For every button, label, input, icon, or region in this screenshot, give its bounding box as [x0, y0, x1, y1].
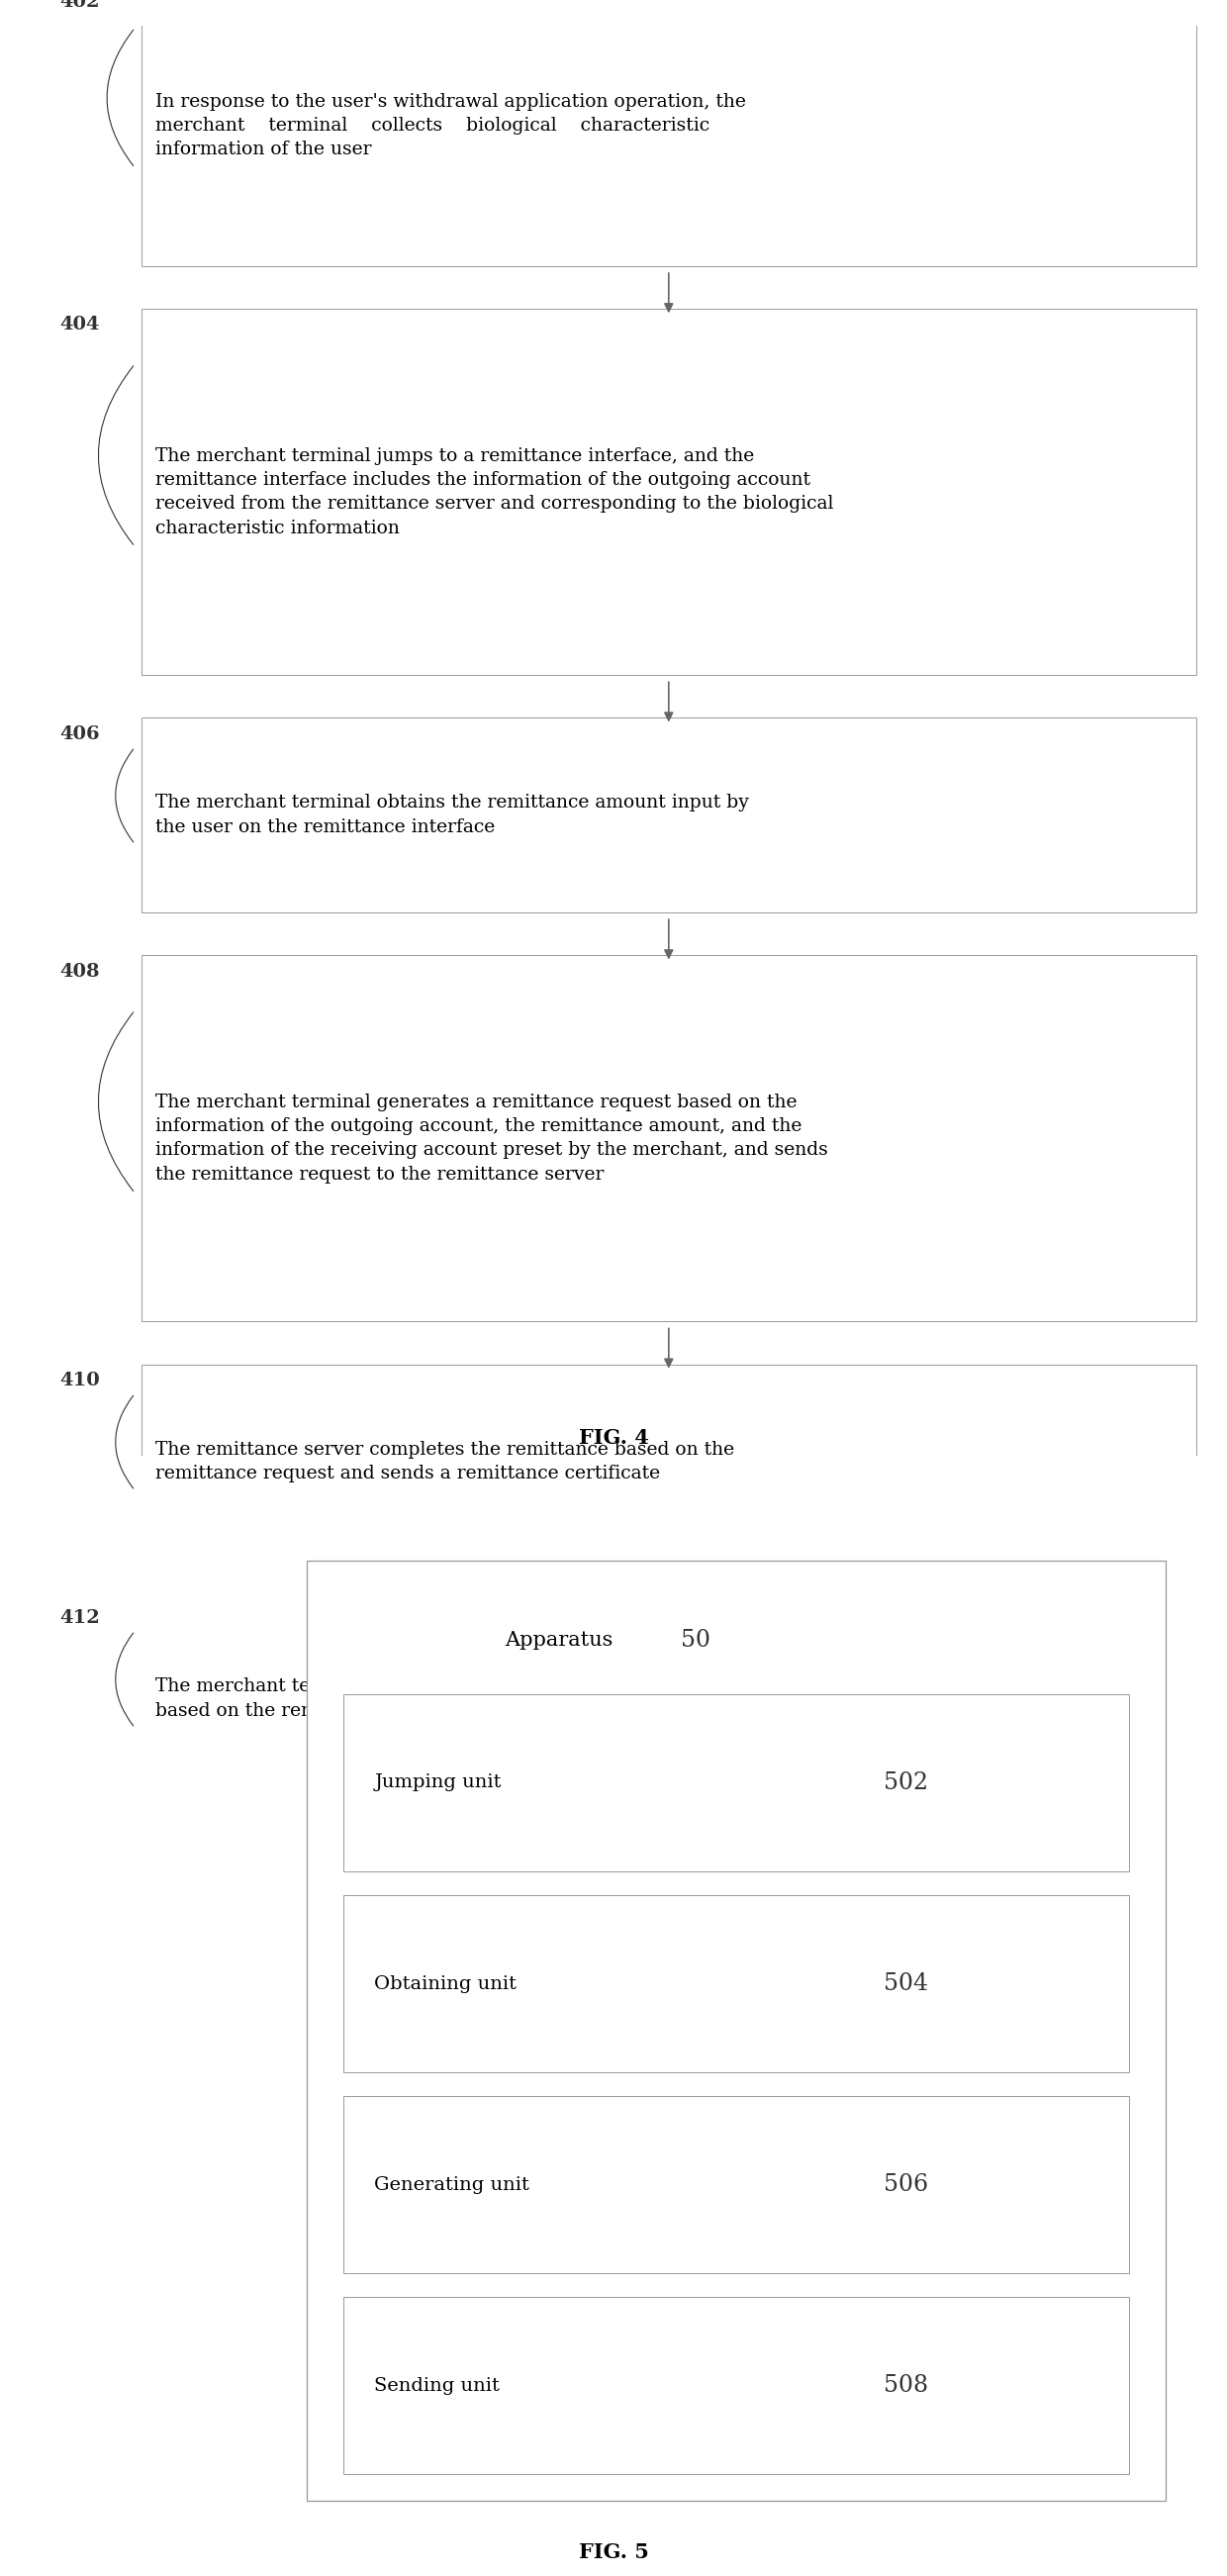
Text: 504: 504: [883, 1973, 928, 1996]
Text: Jumping unit: Jumping unit: [374, 1775, 502, 1793]
Text: 412: 412: [60, 1610, 99, 1625]
FancyBboxPatch shape: [344, 2298, 1129, 2476]
Text: 410: 410: [60, 1370, 99, 1388]
FancyBboxPatch shape: [344, 1695, 1129, 1873]
FancyBboxPatch shape: [141, 1602, 1196, 1795]
FancyBboxPatch shape: [141, 1365, 1196, 1558]
Text: Generating unit: Generating unit: [374, 2177, 530, 2195]
Text: The merchant terminal obtains the remittance amount input by
the user on the rem: The merchant terminal obtains the remitt…: [156, 793, 750, 837]
Text: 508: 508: [883, 2375, 928, 2398]
Text: FIG. 4: FIG. 4: [578, 1427, 649, 1448]
Text: 408: 408: [60, 963, 99, 981]
Text: 404: 404: [60, 317, 99, 335]
FancyBboxPatch shape: [141, 719, 1196, 912]
FancyBboxPatch shape: [141, 0, 1196, 265]
FancyBboxPatch shape: [141, 309, 1196, 675]
Text: FIG. 5: FIG. 5: [578, 2543, 649, 2563]
Text: Sending unit: Sending unit: [374, 2378, 499, 2396]
FancyBboxPatch shape: [344, 1896, 1129, 2074]
Text: 50: 50: [681, 1628, 710, 1651]
Text: Apparatus: Apparatus: [506, 1631, 614, 1651]
Text: Obtaining unit: Obtaining unit: [374, 1976, 517, 1994]
Text: 402: 402: [60, 0, 99, 10]
FancyBboxPatch shape: [344, 2097, 1129, 2275]
Text: 502: 502: [883, 1772, 928, 1793]
Text: 406: 406: [60, 724, 99, 742]
Text: 506: 506: [883, 2174, 928, 2197]
Text: The merchant terminal generates a remittance request based on the
information of: The merchant terminal generates a remitt…: [156, 1092, 828, 1182]
Text: The merchant terminal jumps to a remittance interface, and the
remittance interf: The merchant terminal jumps to a remitta…: [156, 446, 834, 536]
Text: The remittance server completes the remittance based on the
remittance request a: The remittance server completes the remi…: [156, 1440, 735, 1481]
FancyBboxPatch shape: [141, 956, 1196, 1321]
Text: In response to the user's withdrawal application operation, the
merchant    term: In response to the user's withdrawal app…: [156, 93, 746, 160]
FancyBboxPatch shape: [307, 1561, 1166, 2501]
Text: The merchant terminal completes the withdrawal operation
based on the remittance: The merchant terminal completes the with…: [156, 1677, 715, 1721]
